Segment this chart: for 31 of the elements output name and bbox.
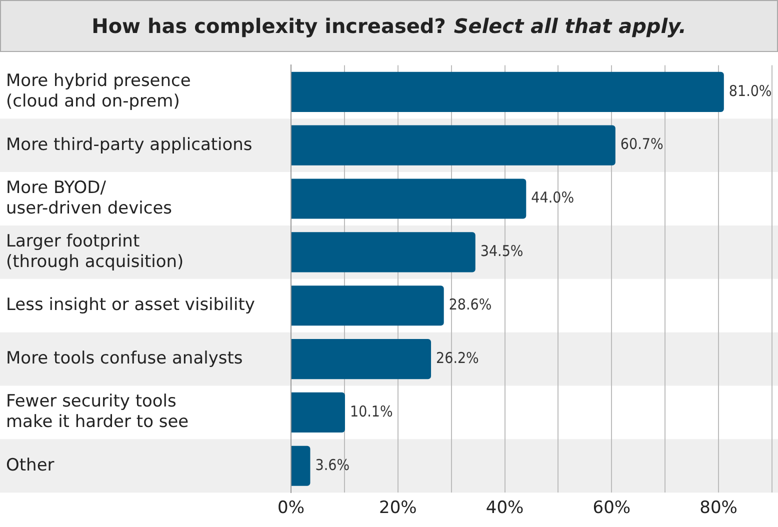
y-tick-label: Less insight or asset visibility [6, 295, 255, 316]
chart-subtitle: Select all that apply. [454, 14, 686, 38]
data-label: 44.0% [531, 188, 574, 207]
y-tick-label: More BYOD/ user-driven devices [6, 178, 172, 218]
bar [292, 232, 476, 272]
y-tick-label: Other [6, 455, 54, 476]
x-tick-label: 80% [700, 498, 738, 518]
x-tick-label: 0% [278, 498, 304, 518]
bar [292, 446, 310, 486]
data-label: 60.7% [620, 135, 664, 154]
x-tick-label: 60% [592, 498, 631, 518]
x-tick-label: 40% [486, 498, 524, 518]
y-tick-label: Fewer security tools make it harder to see [6, 392, 189, 432]
data-label: 81.0% [728, 82, 772, 100]
data-label: 3.6% [315, 456, 350, 474]
bar [292, 178, 526, 219]
bar [292, 72, 724, 112]
chart-title: How has complexity increased? [92, 14, 446, 38]
y-tick-label: More hybrid presence (cloud and on-prem) [6, 71, 191, 112]
bar [292, 392, 345, 432]
data-label: 34.5% [480, 242, 524, 260]
y-tick-label: More tools confuse analysts [6, 348, 243, 368]
data-label: 28.6% [448, 296, 492, 314]
bar [292, 125, 616, 166]
bar [292, 286, 444, 326]
y-tick-label: More third-party applications [6, 134, 252, 155]
x-tick-label: 20% [378, 498, 417, 518]
bar [292, 339, 432, 380]
data-label: 10.1% [350, 402, 394, 420]
data-label: 26.2% [436, 348, 480, 367]
y-tick-label: Larger footprint (through acquisition) [6, 231, 184, 272]
